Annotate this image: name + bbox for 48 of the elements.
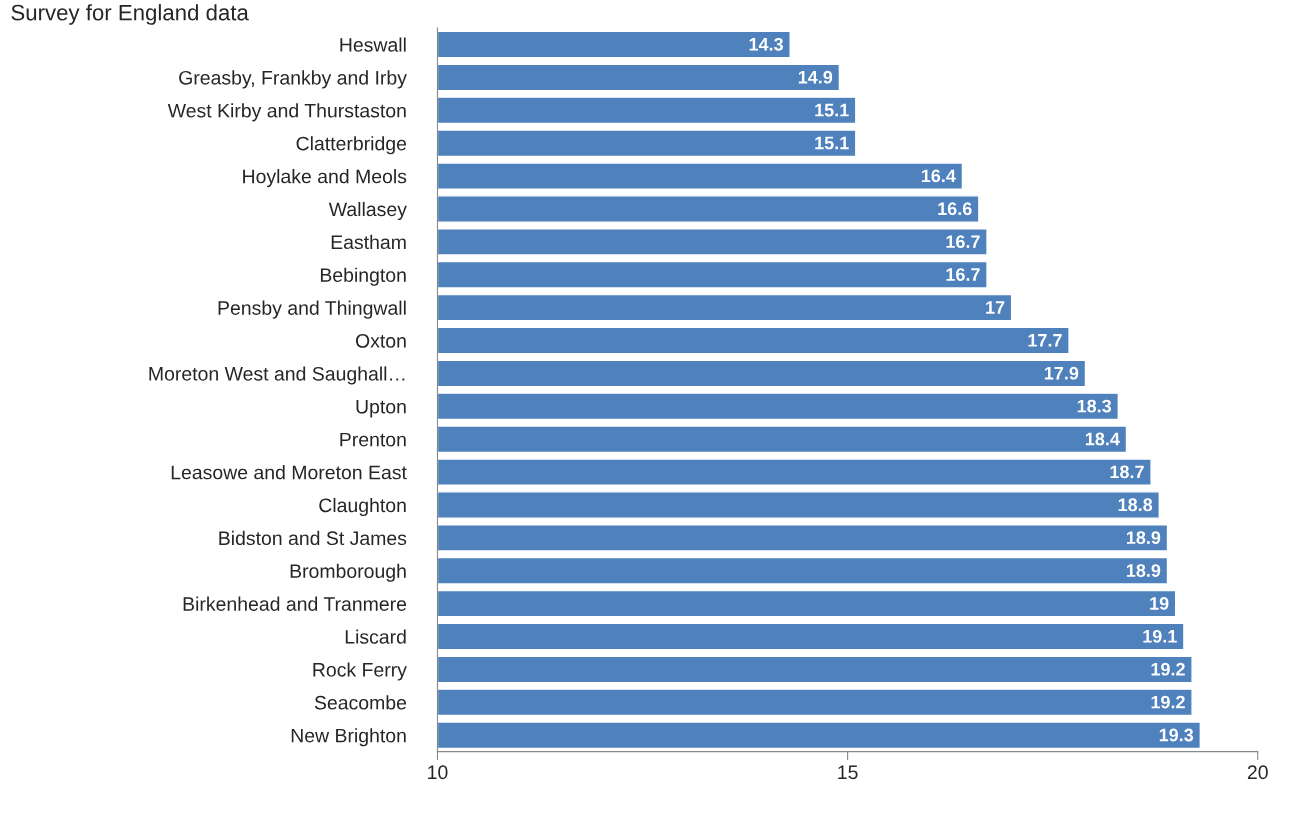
data-label: 19.2 <box>1151 695 1185 709</box>
y-tick-label: Hoylake and Meols <box>243 169 407 188</box>
y-tick-label: Claughton <box>319 497 406 517</box>
data-label: 18.8 <box>1118 498 1153 512</box>
y-tick-label: Leasowe and Moreton East <box>171 465 407 480</box>
data-label: 16.4 <box>921 169 956 183</box>
y-tick-label: Moreton West and Saughall… <box>149 366 405 385</box>
y-tick-label: West Kirby and Thurstaston <box>167 103 406 122</box>
data-label: 18.7 <box>1110 465 1144 479</box>
data-label: 15.1 <box>815 136 849 150</box>
data-label: 14.3 <box>749 37 783 51</box>
text: Survey for England data <box>11 4 249 25</box>
data-label: 19 <box>1150 597 1169 610</box>
y-tick-label: Rock Ferry <box>313 662 407 681</box>
y-tick-label: New Brighton <box>291 728 406 747</box>
data-label: 17 <box>986 301 1005 314</box>
x-tick-label: 15 <box>838 765 858 780</box>
y-tick-label: Heswall <box>340 37 406 52</box>
y-tick-label: Birkenhead and Tranmere <box>183 596 407 611</box>
data-label: 16.6 <box>938 202 972 216</box>
data-label: 16.7 <box>946 235 980 249</box>
data-label: 18.9 <box>1126 564 1161 577</box>
y-tick-label: Wallasey <box>328 201 407 221</box>
data-label: 18.9 <box>1126 531 1161 545</box>
data-label: 16.7 <box>946 268 980 281</box>
data-label: 17.9 <box>1044 366 1079 380</box>
y-tick-label: Bebington <box>320 267 406 286</box>
y-tick-label: Prenton <box>340 432 406 447</box>
y-tick-label: Pensby and Thingwall <box>218 300 406 319</box>
y-tick-label: Seacombe <box>314 695 407 710</box>
data-label: 14.9 <box>798 70 833 84</box>
y-tick-label: Liscard <box>345 629 406 644</box>
data-label: 18.4 <box>1085 432 1120 446</box>
data-label: 19.3 <box>1159 728 1194 742</box>
data-label: 17.7 <box>1028 334 1062 347</box>
y-tick-label: Bidston and St James <box>219 530 407 546</box>
x-tick-label: 20 <box>1247 765 1268 780</box>
data-label: 15.1 <box>815 103 849 117</box>
x-tick-label: 10 <box>428 765 448 780</box>
y-tick-label: Bromborough <box>290 563 406 582</box>
y-tick-label: Upton <box>356 399 406 418</box>
y-tick-label: Eastham <box>331 234 406 250</box>
data-label: 19.1 <box>1143 629 1177 643</box>
y-tick-label: Oxton <box>355 334 406 348</box>
y-tick-label: Clatterbridge <box>296 136 407 155</box>
data-label: 19.2 <box>1151 662 1185 676</box>
data-label: 18.3 <box>1077 399 1112 413</box>
y-tick-label: Greasby, Frankby and Irby <box>179 70 407 89</box>
